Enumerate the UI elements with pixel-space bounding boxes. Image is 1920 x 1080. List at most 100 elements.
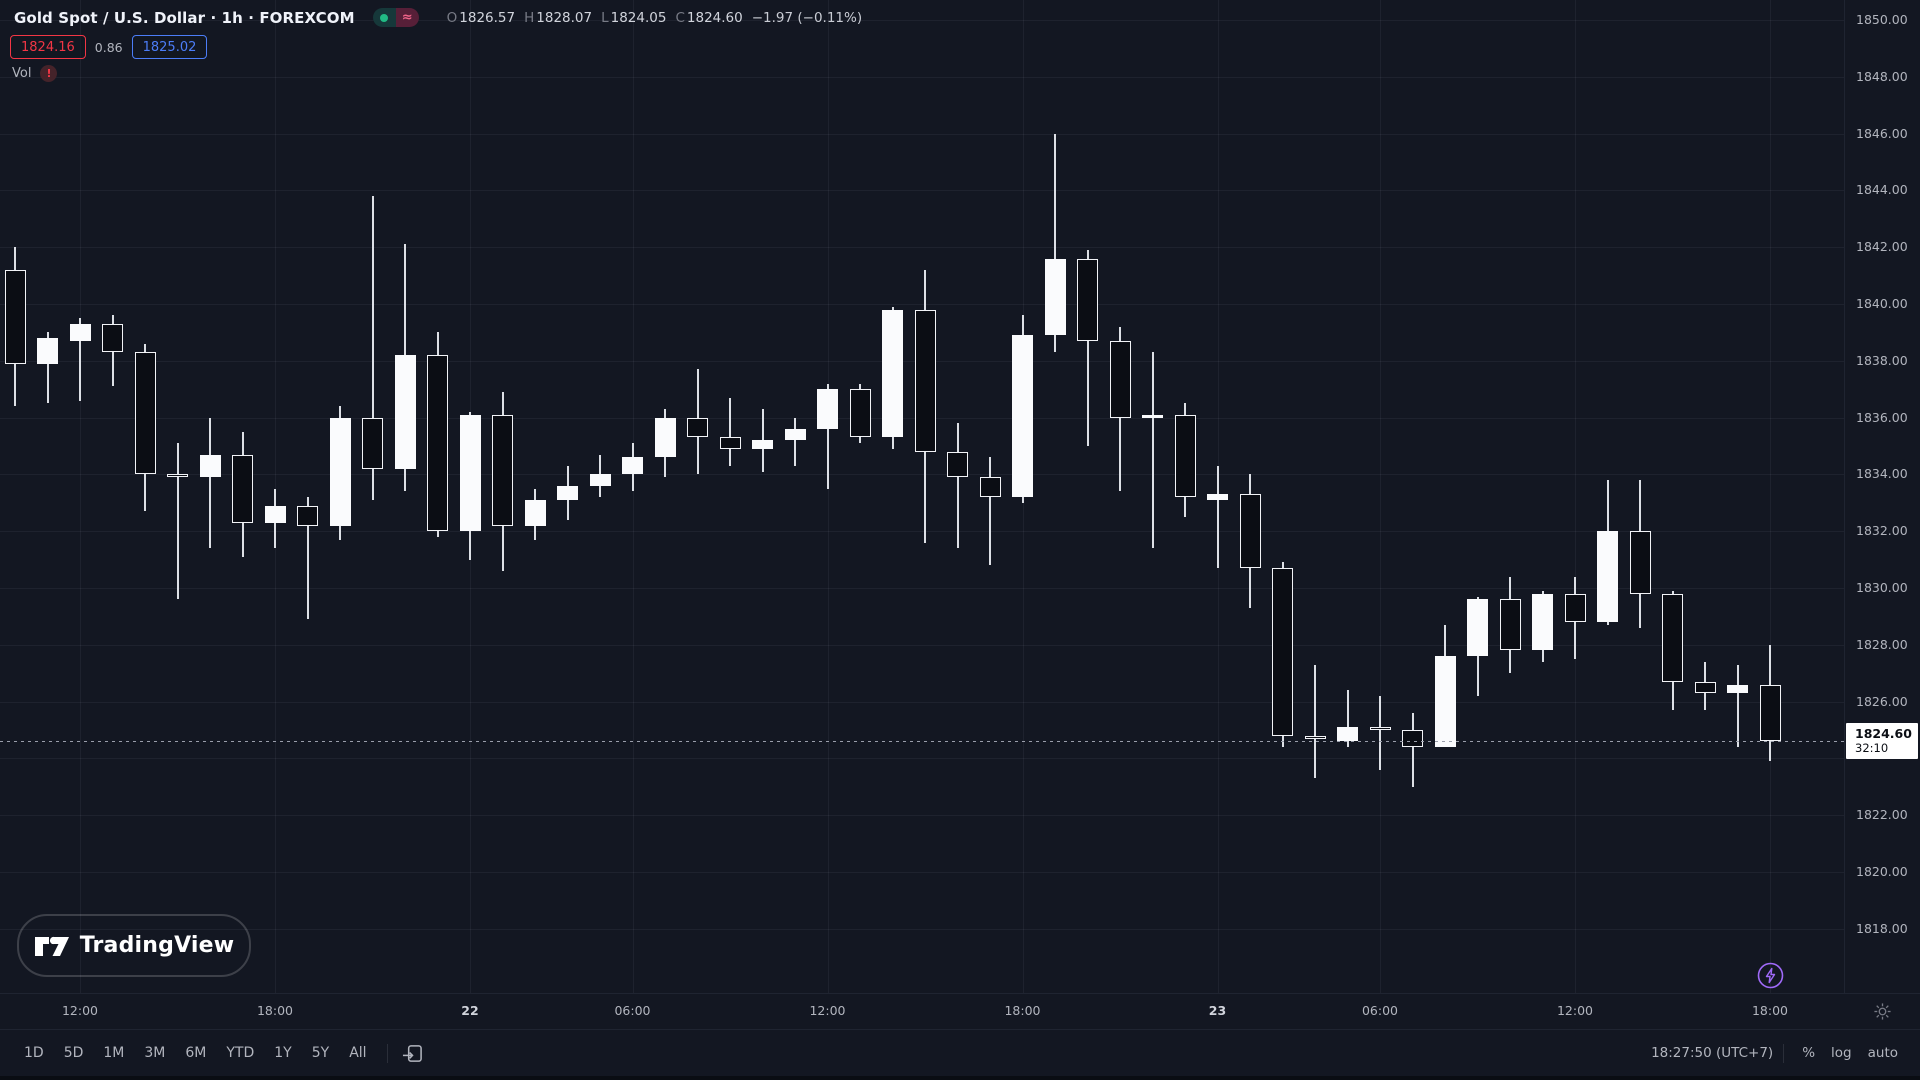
symbol-title[interactable]: Gold Spot / U.S. Dollar · 1h · FOREXCOM: [14, 8, 355, 27]
candle-down: [167, 474, 188, 478]
candle-up: [459, 414, 481, 532]
spread-value: 0.86: [94, 39, 123, 55]
time-axis-label: 12:00: [809, 1003, 846, 1018]
current-price-line: [0, 741, 1844, 743]
grid-line: [0, 304, 1844, 305]
range-button-ytd[interactable]: YTD: [226, 1045, 255, 1061]
current-price-label: 1824.60 32:10: [1846, 723, 1918, 760]
high-value: 1828.07: [536, 9, 593, 26]
percent-scale-button[interactable]: %: [1802, 1045, 1816, 1061]
sell-bid-button[interactable]: 1824.16: [10, 35, 86, 59]
candle-wick: [176, 443, 179, 600]
candle-up: [1597, 531, 1618, 623]
market-status-pill[interactable]: ≈: [372, 8, 419, 27]
candle-down: [1694, 681, 1716, 694]
clock-timezone-button[interactable]: 18:27:50 (UTC+7): [1651, 1045, 1774, 1061]
grid-line: [0, 644, 1844, 646]
candle-up: [1012, 335, 1033, 498]
range-button-1m[interactable]: 1M: [103, 1045, 125, 1061]
market-open-icon: [372, 8, 396, 27]
candle-up: [394, 355, 416, 469]
low-value: 1824.05: [610, 9, 667, 26]
candle-up: [1434, 656, 1456, 748]
grid-line: [0, 758, 1844, 760]
candle-down: [4, 269, 26, 364]
time-axis[interactable]: 12:00 18:00 22 06:00 12:00 18:00 23 06:00 12:00 1…: [0, 993, 1920, 1029]
volume-error-icon[interactable]: !: [40, 65, 58, 82]
candle-up: [1532, 593, 1553, 651]
candle-down: [1304, 735, 1326, 739]
grid-line: [1380, 0, 1381, 993]
candle-wick: [46, 332, 49, 404]
candle-wick: [1379, 695, 1381, 770]
candle-down: [914, 309, 936, 452]
candle-up: [1727, 684, 1748, 694]
log-scale-button[interactable]: log: [1831, 1045, 1852, 1061]
candle-down: [362, 417, 383, 469]
candle-wick: [956, 423, 959, 549]
candle-wick: [1151, 352, 1154, 549]
high-letter: H: [524, 9, 535, 26]
volume-indicator-label[interactable]: Vol: [12, 66, 32, 81]
candle-up: [524, 499, 546, 526]
candle-wick: [306, 497, 309, 620]
price-axis-label: 1818.00: [1856, 920, 1908, 936]
candle-down: [1272, 568, 1293, 736]
price-axis[interactable]: 1850.00 1848.00 1846.00 1844.00 1842.00 1840.…: [1844, 0, 1920, 993]
grid-line: [1575, 0, 1576, 993]
candle-down: [1662, 593, 1683, 682]
go-to-date-icon[interactable]: [398, 1039, 427, 1068]
grid-line: [827, 0, 829, 993]
range-button-6m[interactable]: 6M: [185, 1045, 207, 1061]
grid-line: [0, 474, 1844, 476]
candle-up: [69, 323, 91, 341]
candle-down: [1174, 414, 1196, 498]
range-button-3m[interactable]: 3M: [144, 1045, 166, 1061]
candle-wick: [826, 383, 829, 489]
candle-down: [1369, 727, 1391, 731]
grid-line: [0, 588, 1844, 589]
bar-countdown: 32:10: [1855, 741, 1889, 756]
candle-down: [1402, 730, 1423, 748]
tradingview-logo[interactable]: TradingView: [17, 914, 251, 977]
candle-down: [979, 477, 1001, 498]
bottom-toolbar: 1D 5D 1M 3M 6M YTD 1Y 5Y All 18:27:50 (UTC+7) % …: [0, 1029, 1920, 1076]
axis-settings-gear-icon[interactable]: [1844, 993, 1920, 1029]
candle-up: [329, 417, 351, 526]
candle-wick: [1314, 664, 1316, 779]
price-axis-label: 1842.00: [1856, 239, 1908, 255]
candle-wick: [729, 397, 731, 466]
time-axis-label: 18:00: [256, 1003, 294, 1018]
time-axis-label: 18:00: [1004, 1003, 1041, 1018]
candle-up: [1207, 494, 1228, 500]
tradingview-logo-text: TradingView: [79, 933, 235, 958]
time-axis-label: 22: [461, 1003, 479, 1018]
candle-up: [37, 338, 58, 364]
window-bottom-edge: [0, 1076, 1920, 1080]
close-letter: C: [675, 9, 685, 26]
lightning-bolt-button[interactable]: [1757, 962, 1784, 989]
candle-up: [1337, 727, 1358, 742]
range-button-5d[interactable]: 5D: [63, 1045, 84, 1061]
auto-scale-button[interactable]: auto: [1867, 1045, 1898, 1061]
range-button-all[interactable]: All: [349, 1045, 367, 1061]
range-button-5y[interactable]: 5Y: [311, 1045, 330, 1061]
range-button-1d[interactable]: 1D: [24, 1045, 44, 1061]
candle-down: [1239, 494, 1261, 569]
close-value: 1824.60: [686, 9, 743, 26]
candle-wick: [209, 417, 211, 549]
grid-line: [0, 133, 1844, 135]
chart-pane[interactable]: Gold Spot / U.S. Dollar · 1h · FOREXCOM …: [0, 0, 1844, 993]
candle-wick: [1086, 250, 1089, 446]
candle-wick: [794, 417, 796, 466]
symbol-header-row: Gold Spot / U.S. Dollar · 1h · FOREXCOM …: [14, 8, 862, 27]
range-button-1y[interactable]: 1Y: [274, 1045, 292, 1061]
buy-ask-button[interactable]: 1825.02: [131, 35, 208, 59]
candle-up: [1044, 258, 1066, 336]
time-axis-label: 12:00: [1556, 1003, 1594, 1018]
grid-line: [80, 0, 81, 993]
candle-wick: [79, 318, 81, 401]
current-price-value: 1824.60: [1855, 726, 1912, 742]
time-axis-label: 23: [1208, 1003, 1227, 1018]
